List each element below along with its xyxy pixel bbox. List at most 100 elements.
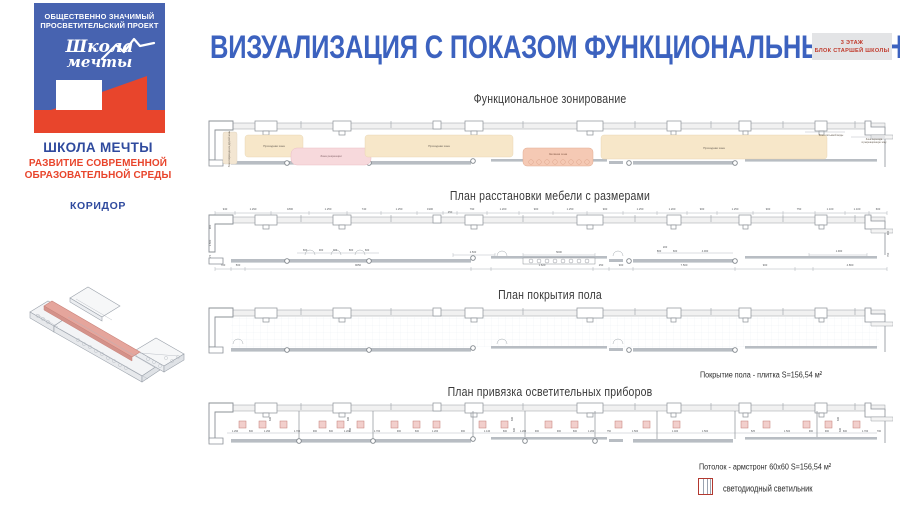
led-luminaire-icon xyxy=(698,478,713,495)
svg-text:900: 900 xyxy=(319,248,324,252)
zone-label-1: Проходная зона xyxy=(263,144,285,148)
logo-white-building xyxy=(56,80,102,110)
svg-text:1.500: 1.500 xyxy=(702,430,709,433)
svg-text:1.250: 1.250 xyxy=(732,207,739,211)
svg-text:900: 900 xyxy=(535,430,540,433)
svg-text:750: 750 xyxy=(886,252,890,257)
svg-text:600: 600 xyxy=(269,416,272,421)
svg-text:1.700: 1.700 xyxy=(374,430,381,433)
svg-text:600: 600 xyxy=(843,430,848,433)
zone-blocks xyxy=(222,131,828,167)
lighting-plan-drawing: 600 600 600 600 600 600 600 1.290 600 1.29… xyxy=(208,402,893,445)
section-title-zoning: Функциональное зонирование xyxy=(473,92,627,107)
svg-text:9050: 9050 xyxy=(355,263,361,267)
logo-mountain-roof-icon xyxy=(100,37,156,61)
brand-subtitle-line-2: ОБРАЗОВАТЕЛЬНОЙ СРЕДЫ xyxy=(24,170,172,181)
svg-text:750: 750 xyxy=(797,207,802,211)
svg-text:1.140: 1.140 xyxy=(484,430,491,433)
svg-text:1.250: 1.250 xyxy=(325,207,332,211)
svg-text:700: 700 xyxy=(221,263,226,267)
ceiling-note: Потолок - армстронг 60х60 S=156,54 м² xyxy=(699,461,832,472)
svg-text:900: 900 xyxy=(313,430,318,433)
svg-text:4.000: 4.000 xyxy=(702,249,709,253)
svg-text:1.620: 1.620 xyxy=(539,263,546,267)
svg-text:600: 600 xyxy=(347,416,350,421)
svg-text:600: 600 xyxy=(303,248,308,252)
legend-label: светодиодный светильник xyxy=(723,483,813,494)
page-title: ВИЗУАЛИЗАЦИЯ С ПОКАЗОМ ФУНКЦИОНАЛЬНЫХ ЗО… xyxy=(210,29,900,66)
zone-label-4: Зелёная зона xyxy=(549,152,568,156)
svg-text:600: 600 xyxy=(513,427,516,432)
svg-text:750: 750 xyxy=(607,430,612,433)
svg-text:1.100: 1.100 xyxy=(854,207,861,211)
svg-text:600: 600 xyxy=(839,427,842,432)
svg-text:800: 800 xyxy=(349,248,354,252)
svg-text:870: 870 xyxy=(208,254,212,259)
logo-red-band xyxy=(34,110,165,133)
svg-text:800: 800 xyxy=(657,249,662,253)
floor-badge-line-1: 3 ЭТАЖ xyxy=(840,39,864,46)
svg-text:900: 900 xyxy=(603,207,608,211)
svg-text:1.290: 1.290 xyxy=(264,430,271,433)
floor-covering-note: Покрытие пола - плитка S=156,54 м² xyxy=(700,369,823,380)
section-title-furniture: План расстановки мебели с размерами xyxy=(449,189,651,204)
zone-label-7b: в рекреационную зону xyxy=(862,141,888,144)
svg-text:1.250: 1.250 xyxy=(396,207,403,211)
svg-text:1.200: 1.200 xyxy=(432,430,439,433)
section-title-lighting: План привязка осветительных приборов xyxy=(447,385,653,400)
brand-title: ШКОЛА МЕЧТЫ xyxy=(43,140,153,155)
svg-text:1.200: 1.200 xyxy=(500,207,507,211)
svg-text:1.500: 1.500 xyxy=(632,430,639,433)
logo-tagline-line-1: ОБЩЕСТВЕННО ЗНАЧИМЫЙ xyxy=(44,12,155,21)
svg-text:900: 900 xyxy=(557,430,562,433)
svg-text:900: 900 xyxy=(886,230,890,235)
svg-text:900: 900 xyxy=(766,207,771,211)
svg-text:900: 900 xyxy=(825,430,830,433)
svg-text:1.400: 1.400 xyxy=(672,430,679,433)
luminaire-row xyxy=(238,420,861,429)
svg-text:250: 250 xyxy=(599,263,604,267)
svg-text:600: 600 xyxy=(415,430,420,433)
svg-text:250: 250 xyxy=(448,210,453,214)
svg-text:1.200: 1.200 xyxy=(520,430,527,433)
brand-sidebar: ОБЩЕСТВЕННО ЗНАЧИМЫЙ ПРОСВЕТИТЕЛЬСКИЙ ПР… xyxy=(0,0,196,506)
svg-text:500: 500 xyxy=(236,263,241,267)
top-wall xyxy=(208,120,893,167)
floor-plan-drawing xyxy=(208,307,893,354)
svg-text:1.500: 1.500 xyxy=(208,239,212,246)
svg-text:600: 600 xyxy=(511,416,514,421)
svg-text:900: 900 xyxy=(700,207,705,211)
section-title-floor: План покрытия пола xyxy=(498,288,602,303)
svg-text:2.500: 2.500 xyxy=(470,250,477,254)
svg-text:1.500: 1.500 xyxy=(784,430,791,433)
svg-text:1800: 1800 xyxy=(287,207,293,211)
zone-label-7: Зона перехода xyxy=(866,138,883,141)
zone-label-0: Зона перехода из другой зоны xyxy=(227,131,231,168)
svg-text:940: 940 xyxy=(223,207,228,211)
zone-label-3: Проходная зона xyxy=(428,144,450,148)
tile-fill-region xyxy=(231,317,879,350)
svg-text:1.900: 1.900 xyxy=(836,249,843,253)
zone-label-5: Проходная зона xyxy=(703,146,725,150)
svg-text:900: 900 xyxy=(534,207,539,211)
svg-text:1.290: 1.290 xyxy=(250,207,257,211)
bottom-dimension-chain xyxy=(214,267,888,271)
svg-text:700: 700 xyxy=(877,430,882,433)
svg-text:600: 600 xyxy=(365,248,370,252)
svg-text:900: 900 xyxy=(619,263,624,267)
svg-text:1.200: 1.200 xyxy=(588,430,595,433)
svg-text:600: 600 xyxy=(876,207,881,211)
svg-text:1900: 1900 xyxy=(427,207,433,211)
svg-text:740: 740 xyxy=(362,207,367,211)
svg-text:1.700: 1.700 xyxy=(862,430,869,433)
svg-text:900: 900 xyxy=(763,263,768,267)
svg-text:600: 600 xyxy=(329,430,334,433)
furniture-plan-drawing: 940 1.290 1800 1.250 740 1.250 1900 250 790 1.… xyxy=(208,207,893,271)
top-dimension-chain xyxy=(214,211,888,215)
svg-text:600: 600 xyxy=(573,430,578,433)
floor-badge-line-2: БЛОК СТАРШЕЙ ШКОЛЫ xyxy=(814,47,890,54)
svg-text:900: 900 xyxy=(208,224,212,229)
svg-text:200: 200 xyxy=(663,245,668,249)
svg-text:1.290: 1.290 xyxy=(232,430,239,433)
svg-text:790: 790 xyxy=(470,207,475,211)
